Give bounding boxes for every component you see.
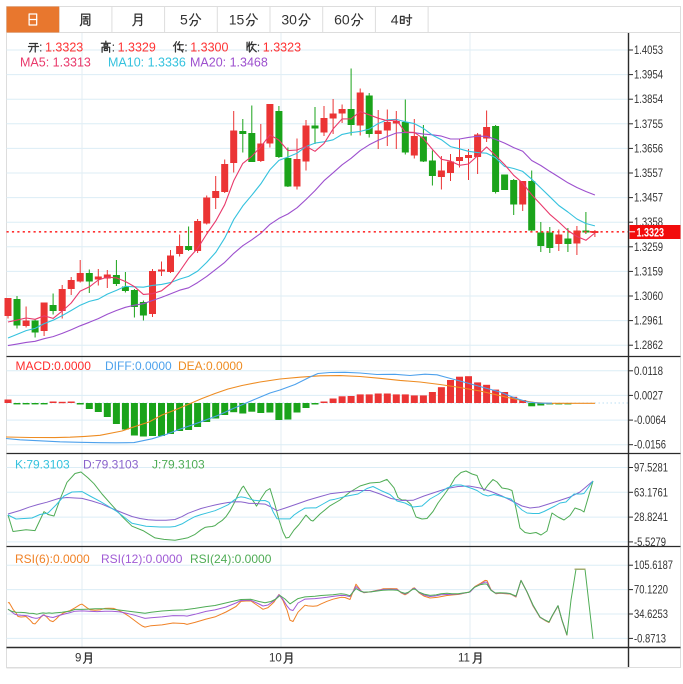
svg-text:MA10: 1.3336: MA10: 1.3336	[108, 56, 186, 70]
svg-text:15: 15	[229, 12, 245, 28]
svg-text:MA20: 1.3468: MA20: 1.3468	[190, 56, 268, 70]
svg-text:1.2961: 1.2961	[634, 314, 663, 328]
svg-text:-0.8713: -0.8713	[634, 631, 666, 645]
svg-text::: :	[257, 41, 260, 55]
svg-text::: :	[39, 41, 42, 55]
svg-text:0.0118: 0.0118	[634, 364, 663, 378]
svg-text:D:79.3103: D:79.3103	[83, 458, 139, 472]
svg-text:K:79.3103: K:79.3103	[15, 458, 70, 472]
svg-text:1.4053: 1.4053	[634, 43, 663, 57]
svg-text:1.3329: 1.3329	[118, 41, 156, 55]
svg-text:4: 4	[391, 12, 399, 28]
svg-text:60: 60	[334, 12, 350, 28]
svg-text:1.3457: 1.3457	[634, 191, 663, 205]
svg-text:1.3159: 1.3159	[634, 264, 663, 278]
svg-text:30: 30	[281, 12, 297, 28]
svg-text:1.3060: 1.3060	[634, 289, 663, 303]
svg-text:1.3259: 1.3259	[634, 240, 663, 254]
svg-text:1.3954: 1.3954	[634, 68, 663, 82]
svg-text:11: 11	[458, 653, 470, 665]
svg-text:97.5281: 97.5281	[634, 461, 668, 475]
svg-text:0.0027: 0.0027	[634, 388, 663, 402]
svg-text:5: 5	[180, 12, 188, 28]
svg-text:1.3755: 1.3755	[634, 117, 663, 131]
svg-text:1.3854: 1.3854	[634, 92, 663, 106]
svg-text:DEA:0.0000: DEA:0.0000	[178, 359, 243, 373]
svg-text:-5.5279: -5.5279	[634, 535, 666, 549]
svg-text::: :	[112, 41, 115, 55]
svg-text::: :	[184, 41, 187, 55]
svg-text:RSI(6):0.0000: RSI(6):0.0000	[15, 552, 90, 566]
svg-text:10: 10	[269, 653, 282, 665]
svg-text:J:79.3103: J:79.3103	[152, 458, 205, 472]
svg-text:MACD:0.0000: MACD:0.0000	[16, 359, 92, 373]
svg-text:1.2862: 1.2862	[634, 338, 663, 352]
svg-text:DIFF:0.0000: DIFF:0.0000	[105, 359, 172, 373]
svg-text:9: 9	[75, 653, 81, 665]
svg-text:MA5: 1.3313: MA5: 1.3313	[20, 56, 91, 70]
svg-text:1.3323: 1.3323	[637, 225, 665, 239]
svg-text:RSI(24):0.0000: RSI(24):0.0000	[190, 552, 272, 566]
svg-text:1.3557: 1.3557	[634, 166, 663, 180]
svg-text:-0.0064: -0.0064	[634, 413, 666, 427]
svg-text:1.3300: 1.3300	[190, 41, 228, 55]
svg-text:1.3323: 1.3323	[45, 41, 83, 55]
svg-text:RSI(12):0.0000: RSI(12):0.0000	[101, 552, 183, 566]
svg-text:1.3656: 1.3656	[634, 141, 663, 155]
svg-text:34.6253: 34.6253	[634, 607, 668, 621]
svg-text:1.3323: 1.3323	[263, 41, 301, 55]
svg-text:28.8241: 28.8241	[634, 510, 668, 524]
svg-text:70.1220: 70.1220	[634, 583, 668, 597]
svg-text:105.6187: 105.6187	[634, 558, 673, 572]
svg-text:-0.0156: -0.0156	[634, 438, 666, 452]
svg-text:63.1761: 63.1761	[634, 485, 668, 499]
